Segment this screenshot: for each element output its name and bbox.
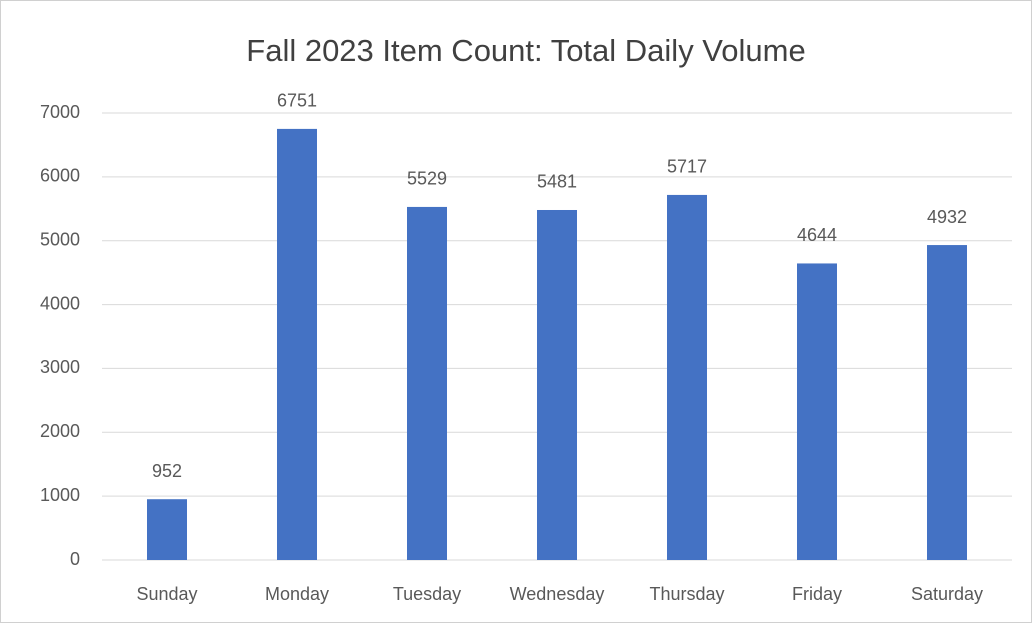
- x-tick-label: Tuesday: [393, 584, 461, 604]
- data-label: 5529: [407, 169, 447, 189]
- x-tick-label: Thursday: [649, 584, 724, 604]
- data-label: 4932: [927, 207, 967, 227]
- bar: [537, 209, 577, 560]
- bar: [277, 128, 317, 560]
- chart-title: Fall 2023 Item Count: Total Daily Volume: [246, 33, 805, 68]
- y-tick-label: 5000: [40, 229, 80, 249]
- bar: [667, 194, 707, 560]
- data-label: 5717: [667, 157, 707, 177]
- x-tick-label: Friday: [792, 584, 842, 604]
- x-tick-label: Monday: [265, 584, 329, 604]
- y-tick-label: 3000: [40, 357, 80, 377]
- y-tick-label: 0: [70, 549, 80, 569]
- bar: [797, 263, 837, 560]
- y-tick-label: 1000: [40, 485, 80, 505]
- y-tick-label: 6000: [40, 166, 80, 186]
- data-label: 5481: [537, 172, 577, 192]
- y-tick-label: 7000: [40, 102, 80, 122]
- data-label: 4644: [797, 225, 837, 245]
- data-label: 6751: [277, 91, 317, 111]
- data-label: 952: [152, 461, 182, 481]
- x-tick-label: Wednesday: [510, 584, 605, 604]
- x-tick-label: Saturday: [911, 584, 983, 604]
- bar: [927, 245, 967, 560]
- x-tick-label: Sunday: [136, 584, 197, 604]
- y-tick-label: 4000: [40, 293, 80, 313]
- bar: [407, 206, 447, 561]
- y-tick-label: 2000: [40, 421, 80, 441]
- bar: [147, 499, 187, 560]
